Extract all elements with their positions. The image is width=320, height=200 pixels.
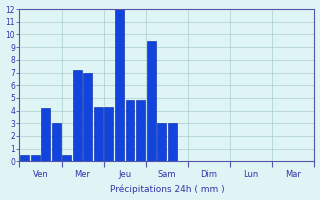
- Bar: [52, 123, 61, 161]
- Bar: [20, 155, 29, 161]
- Text: Sam: Sam: [158, 170, 176, 179]
- Text: Dim: Dim: [201, 170, 218, 179]
- Bar: [168, 123, 177, 161]
- Bar: [115, 9, 124, 161]
- Text: Mer: Mer: [75, 170, 91, 179]
- Bar: [73, 70, 82, 161]
- Bar: [147, 41, 156, 161]
- Bar: [104, 107, 113, 161]
- Bar: [84, 73, 92, 161]
- X-axis label: Précipitations 24h ( mm ): Précipitations 24h ( mm ): [109, 185, 224, 194]
- Text: Ven: Ven: [33, 170, 48, 179]
- Bar: [136, 100, 145, 161]
- Bar: [94, 107, 103, 161]
- Text: Mar: Mar: [285, 170, 301, 179]
- Text: Lun: Lun: [244, 170, 259, 179]
- Bar: [31, 155, 40, 161]
- Bar: [41, 108, 50, 161]
- Bar: [62, 155, 71, 161]
- Text: Jeu: Jeu: [118, 170, 131, 179]
- Bar: [157, 123, 166, 161]
- Bar: [125, 100, 134, 161]
